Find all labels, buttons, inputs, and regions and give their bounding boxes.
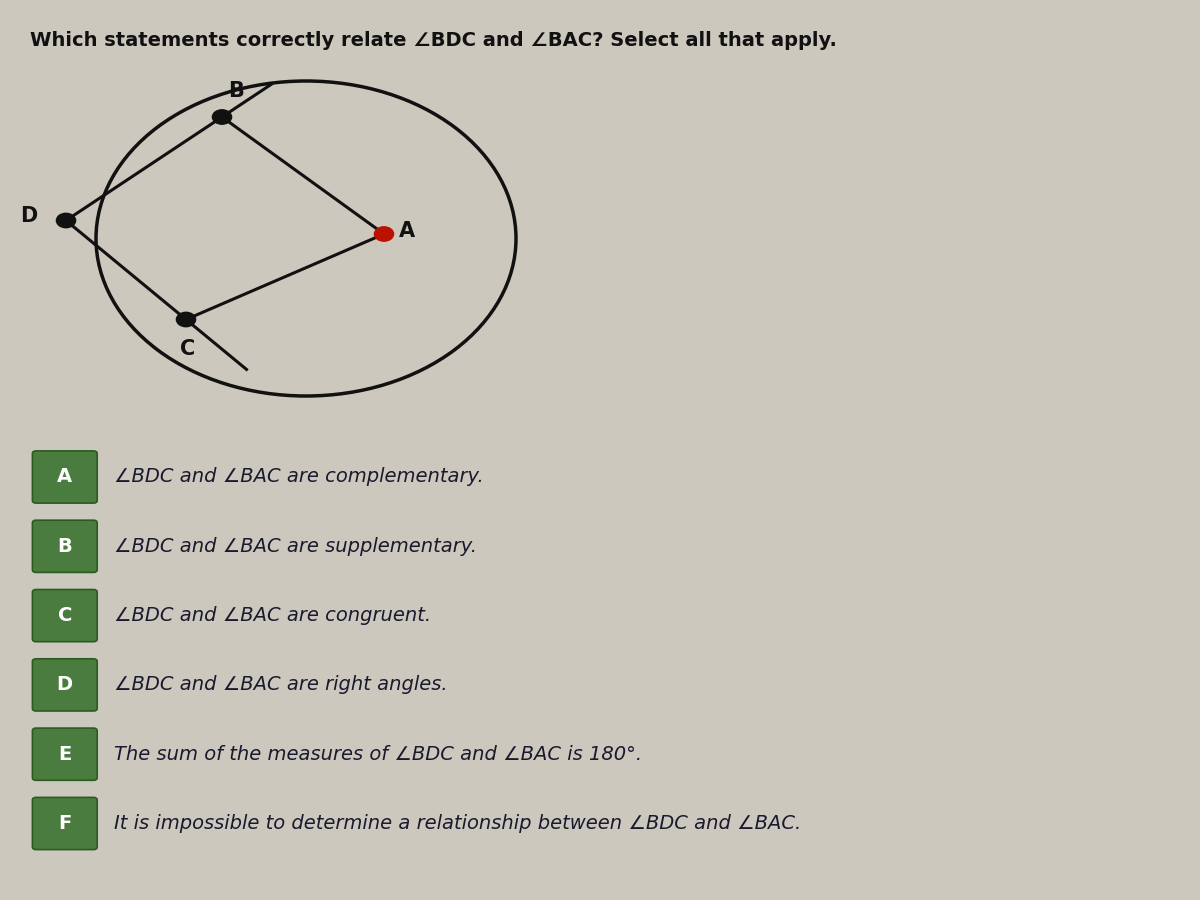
FancyBboxPatch shape bbox=[32, 520, 97, 572]
Circle shape bbox=[56, 213, 76, 228]
Text: The sum of the measures of ∠BDC and ∠BAC is 180°.: The sum of the measures of ∠BDC and ∠BAC… bbox=[114, 744, 642, 764]
Text: Which statements correctly relate ∠BDC and ∠BAC? Select all that apply.: Which statements correctly relate ∠BDC a… bbox=[30, 32, 836, 50]
FancyBboxPatch shape bbox=[32, 451, 97, 503]
Circle shape bbox=[374, 227, 394, 241]
Text: D: D bbox=[20, 206, 37, 226]
Circle shape bbox=[212, 110, 232, 124]
Text: B: B bbox=[58, 536, 72, 556]
Text: ∠BDC and ∠BAC are complementary.: ∠BDC and ∠BAC are complementary. bbox=[114, 467, 484, 487]
Text: C: C bbox=[180, 339, 196, 359]
FancyBboxPatch shape bbox=[32, 659, 97, 711]
FancyBboxPatch shape bbox=[32, 797, 97, 850]
FancyBboxPatch shape bbox=[32, 590, 97, 642]
Text: It is impossible to determine a relationship between ∠BDC and ∠BAC.: It is impossible to determine a relation… bbox=[114, 814, 802, 833]
Text: E: E bbox=[58, 744, 72, 764]
Circle shape bbox=[176, 312, 196, 327]
Text: C: C bbox=[58, 606, 72, 626]
Text: ∠BDC and ∠BAC are right angles.: ∠BDC and ∠BAC are right angles. bbox=[114, 675, 448, 695]
Text: ∠BDC and ∠BAC are congruent.: ∠BDC and ∠BAC are congruent. bbox=[114, 606, 431, 626]
FancyBboxPatch shape bbox=[32, 728, 97, 780]
Text: B: B bbox=[228, 81, 244, 101]
Text: D: D bbox=[56, 675, 73, 695]
Text: F: F bbox=[58, 814, 72, 833]
Text: ∠BDC and ∠BAC are supplementary.: ∠BDC and ∠BAC are supplementary. bbox=[114, 536, 478, 556]
Text: A: A bbox=[58, 467, 72, 487]
Text: A: A bbox=[398, 221, 414, 241]
